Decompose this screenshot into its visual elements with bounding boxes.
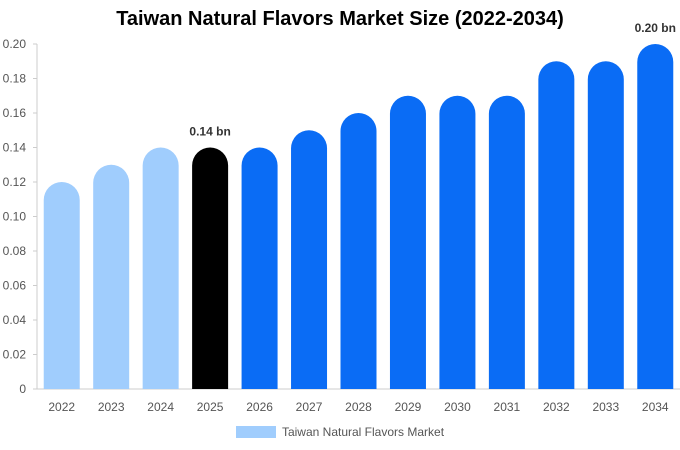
x-tick-label: 2033 <box>592 400 619 414</box>
x-tick-label: 2025 <box>197 400 224 414</box>
y-tick-label: 0.10 <box>3 210 27 224</box>
bar-2034 <box>637 44 674 389</box>
y-tick-label: 0.12 <box>3 175 27 189</box>
x-tick-label: 2028 <box>345 400 372 414</box>
x-tick-label: 2024 <box>147 400 174 414</box>
bar-2028 <box>340 113 377 389</box>
bar-2031 <box>488 95 525 389</box>
x-tick-label: 2034 <box>642 400 669 414</box>
x-tick-label: 2027 <box>296 400 323 414</box>
y-tick-label: 0.18 <box>3 72 27 86</box>
bar-2027 <box>291 130 328 390</box>
legend: Taiwan Natural Flavors Market <box>0 425 680 439</box>
y-tick-label: 0 <box>19 382 26 396</box>
x-tick-label: 2029 <box>395 400 422 414</box>
bar-2023 <box>93 164 130 389</box>
y-tick-label: 0.04 <box>3 313 27 327</box>
data-label: 0.14 bn <box>189 125 230 139</box>
y-tick-label: 0.16 <box>3 106 27 120</box>
x-tick-label: 2032 <box>543 400 570 414</box>
bar-2032 <box>538 61 575 389</box>
bar-2029 <box>389 95 426 389</box>
bar-2026 <box>241 147 278 389</box>
bar-2022 <box>43 182 80 389</box>
x-tick-label: 2030 <box>444 400 471 414</box>
bar-2030 <box>439 95 476 389</box>
x-tick-label: 2031 <box>494 400 521 414</box>
y-tick-label: 0.06 <box>3 279 27 293</box>
bar-2033 <box>587 61 624 389</box>
legend-label: Taiwan Natural Flavors Market <box>281 425 445 439</box>
data-label: 0.20 bn <box>635 21 676 35</box>
x-tick-label: 2023 <box>98 400 125 414</box>
y-tick-label: 0.08 <box>3 244 27 258</box>
bar-2025 <box>192 147 229 389</box>
chart-title: Taiwan Natural Flavors Market Size (2022… <box>116 8 564 30</box>
y-tick-label: 0.14 <box>3 141 27 155</box>
y-tick-label: 0.02 <box>3 348 27 362</box>
y-tick-label: 0.20 <box>3 37 27 51</box>
bar-2024 <box>142 147 179 389</box>
x-tick-label: 2026 <box>246 400 273 414</box>
legend-swatch <box>235 426 276 438</box>
x-tick-label: 2022 <box>48 400 75 414</box>
